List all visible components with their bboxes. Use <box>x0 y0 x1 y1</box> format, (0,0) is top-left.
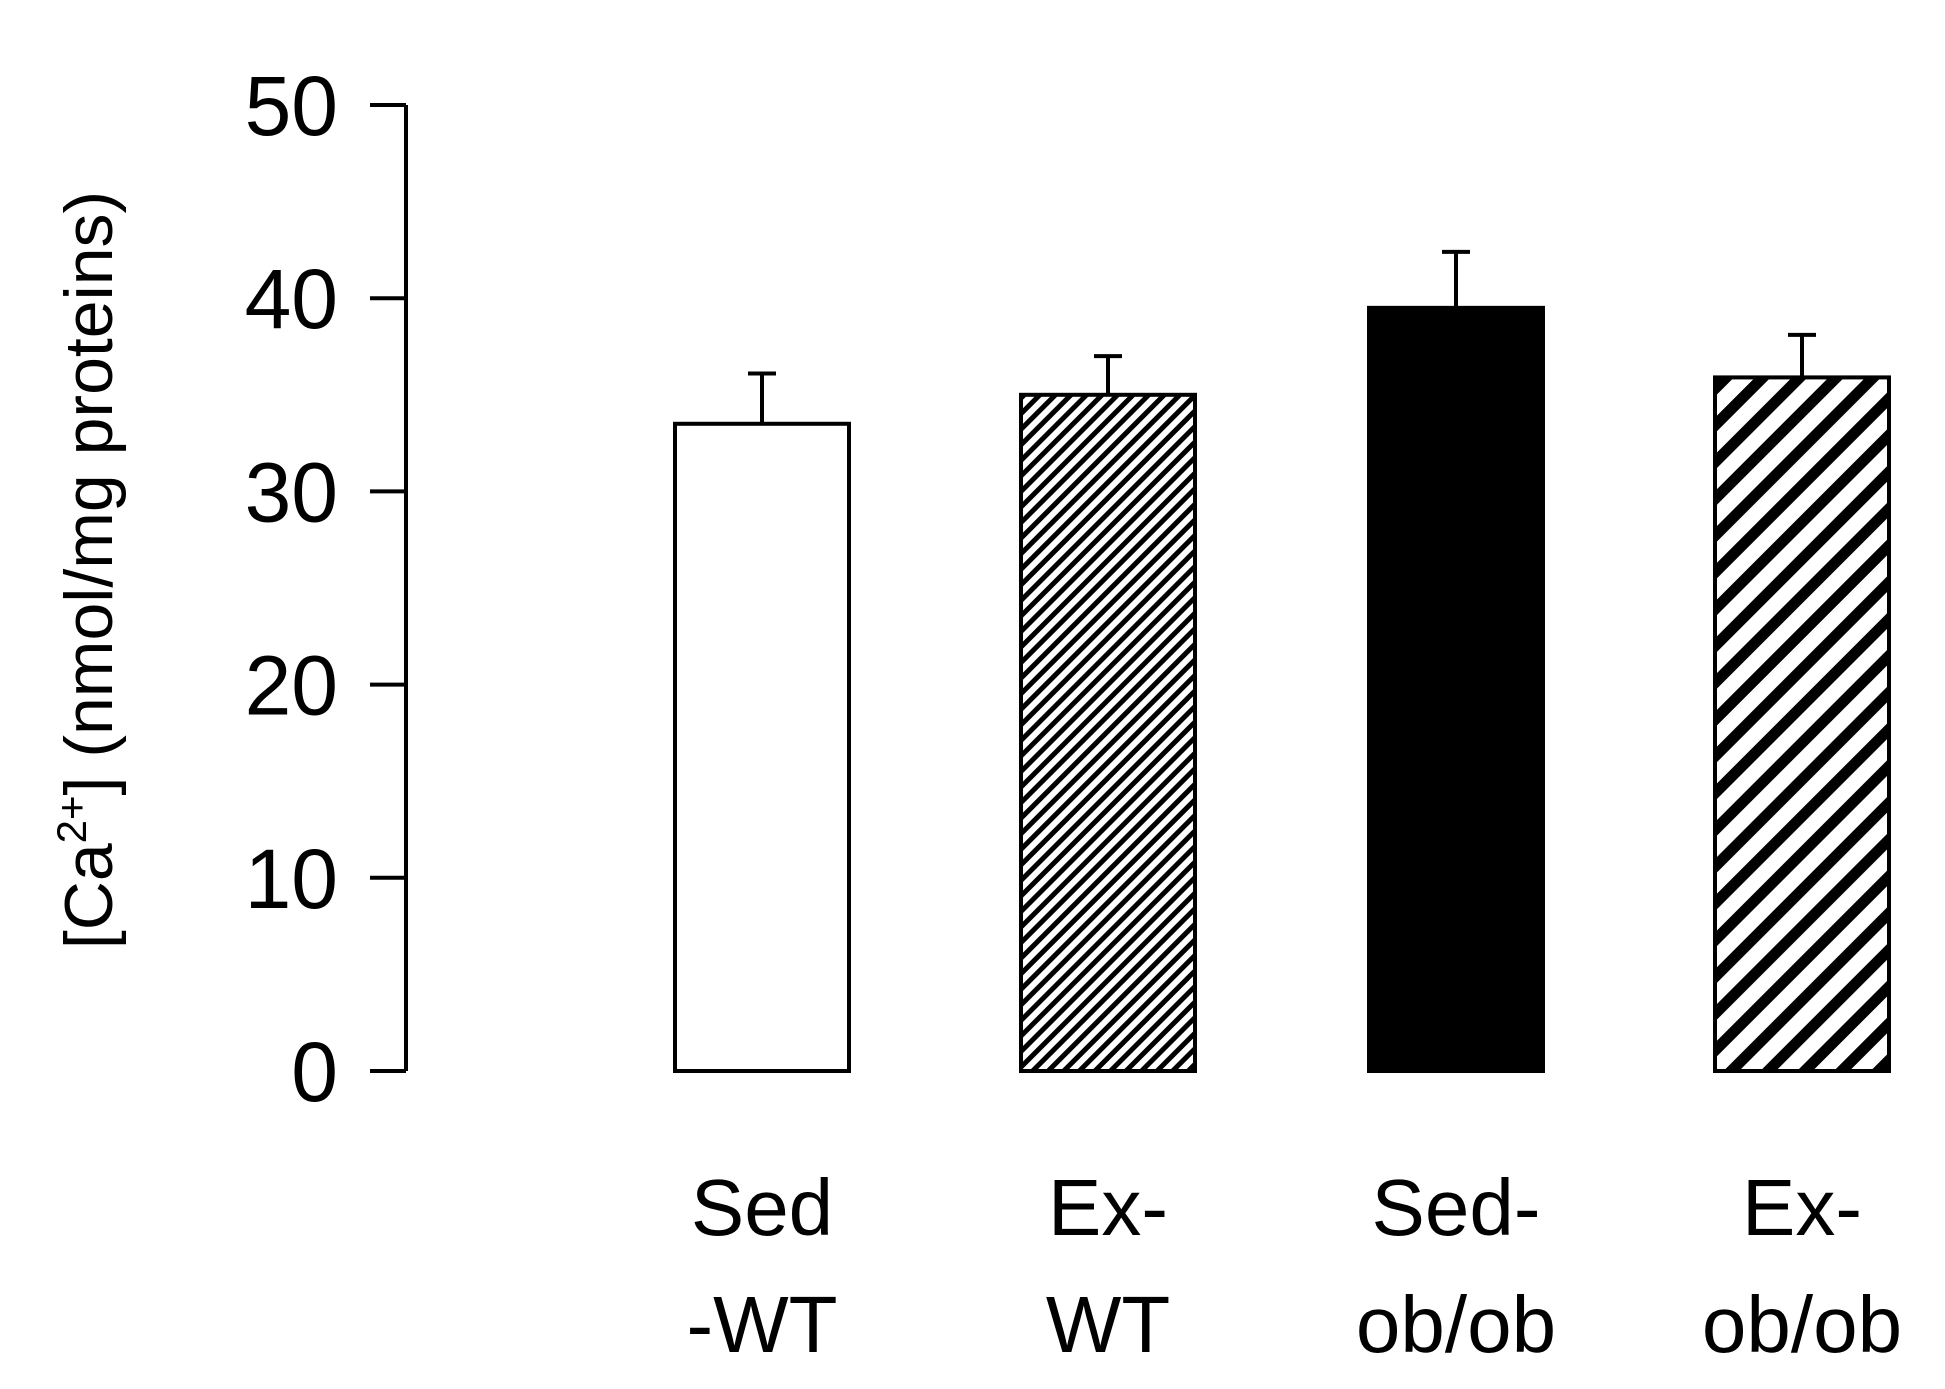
y-axis: 0 10 20 30 40 50 <box>245 59 408 1119</box>
x-category-label: Ex- <box>1048 1163 1168 1252</box>
y-tick-label: 0 <box>291 1025 338 1119</box>
y-tick-label: 50 <box>245 59 338 153</box>
x-category-label: ob/ob <box>1702 1280 1902 1369</box>
x-category-label: Ex- <box>1742 1163 1862 1252</box>
x-axis-labels: Sed -WT Ex- WT Sed-ob/ob Ex-ob/ob <box>686 1163 1902 1369</box>
x-category-label: -WT <box>686 1280 837 1369</box>
bar <box>1367 305 1545 1073</box>
x-category-label: WT <box>1046 1280 1170 1369</box>
x-category-label: Sed- <box>1372 1163 1541 1252</box>
y-tick-label: 20 <box>245 639 338 733</box>
bars <box>673 249 1891 1073</box>
y-tick-label: 40 <box>245 252 338 346</box>
y-tick-label: 30 <box>245 445 338 539</box>
bar <box>1019 392 1197 1073</box>
x-category-label: ob/ob <box>1356 1280 1556 1369</box>
bar <box>673 421 851 1073</box>
y-axis-title: [Ca2+] (nmol/mg proteins) <box>48 191 127 949</box>
bar <box>1713 375 1891 1073</box>
x-category-label: Sed <box>691 1163 833 1252</box>
y-tick-label: 10 <box>245 832 338 926</box>
